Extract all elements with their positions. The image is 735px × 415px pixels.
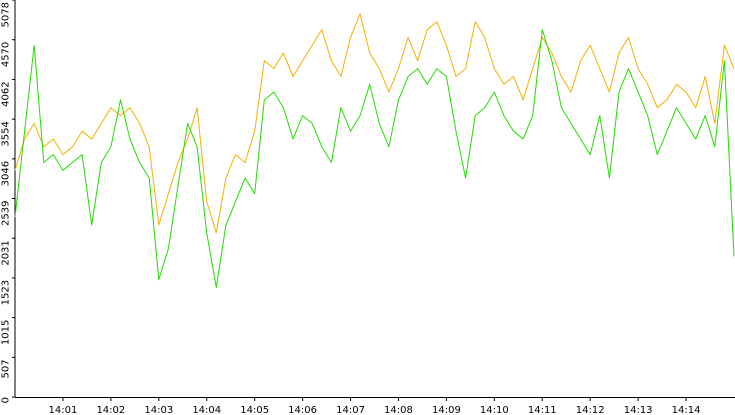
x-tick-label: 14:08 <box>384 405 413 415</box>
y-tick-label: 1015 <box>0 320 11 345</box>
x-tick-label: 14:07 <box>336 405 365 415</box>
x-tick-label: 14:05 <box>240 405 269 415</box>
y-tick-label: 2031 <box>0 240 11 265</box>
x-tick-label: 14:09 <box>432 405 461 415</box>
x-tick-label: 14:12 <box>576 405 605 415</box>
x-tick-label: 14:14 <box>672 405 701 415</box>
x-tick-label: 14:06 <box>288 405 317 415</box>
y-tick-label: 4062 <box>0 81 11 106</box>
x-tick-label: 14:13 <box>624 405 653 415</box>
y-tick-label: 2539 <box>0 201 11 226</box>
x-tick-label: 14:01 <box>49 405 78 415</box>
y-tick-label: 1523 <box>0 280 11 305</box>
y-tick-label: 3046 <box>0 161 11 186</box>
series-line <box>14 29 735 288</box>
x-tick-label: 14:10 <box>480 405 509 415</box>
x-tick-label: 14:11 <box>528 405 557 415</box>
series-line <box>14 13 735 234</box>
x-tick-label: 14:02 <box>96 405 125 415</box>
y-tick-label: 507 <box>0 359 11 378</box>
y-tick-label: 5078 <box>0 2 11 27</box>
x-tick-label: 14:04 <box>192 405 221 415</box>
y-tick-label: 3554 <box>0 121 11 146</box>
y-tick-label: 4570 <box>0 42 11 67</box>
y-tick-label: 0 <box>0 397 11 403</box>
x-tick-label: 14:03 <box>144 405 173 415</box>
